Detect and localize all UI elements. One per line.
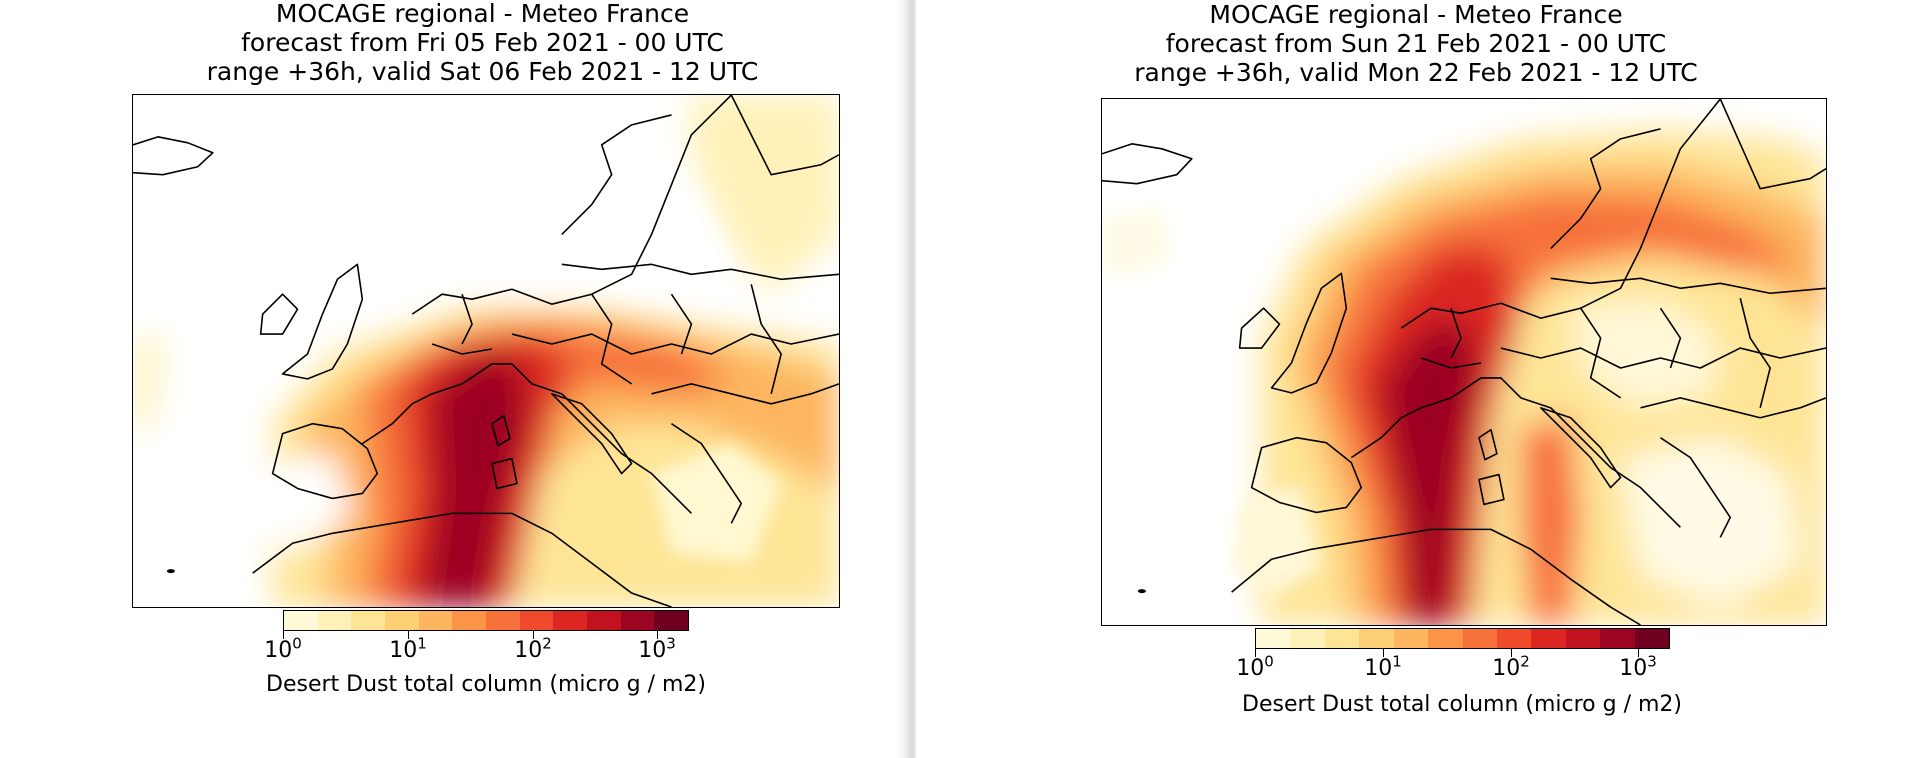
colorbar-ticks-left xyxy=(283,631,689,641)
colorbar-tick-label: 102 xyxy=(1492,652,1530,681)
colorbar-bin xyxy=(486,611,520,630)
colorbar-tick xyxy=(533,631,534,639)
colorbar-bin xyxy=(1393,629,1429,648)
title-line-forecast-date: forecast from Fri 05 Feb 2021 - 00 UTC xyxy=(241,28,724,57)
title-line-valid-time: range +36h, valid Sat 06 Feb 2021 - 12 U… xyxy=(206,57,759,86)
colorbar-tick xyxy=(1638,649,1639,657)
colorbar-label-left: Desert Dust total column (micro g / m2) xyxy=(266,672,706,697)
title-line-valid-time: range +36h, valid Mon 22 Feb 2021 - 12 U… xyxy=(1134,58,1698,87)
colorbar-bin xyxy=(1290,629,1325,648)
colorbar-bin xyxy=(317,611,352,630)
colorbar-bin xyxy=(620,611,655,630)
colorbar-tick xyxy=(1383,649,1384,657)
colorbar-right xyxy=(1255,628,1670,649)
colorbar-tick xyxy=(283,631,284,639)
coastlines-right xyxy=(1102,99,1826,625)
colorbar-tick-label: 100 xyxy=(264,634,302,663)
colorbar-label-right: Desert Dust total column (micro g / m2) xyxy=(1242,692,1682,717)
colorbar-bin xyxy=(1256,629,1291,648)
dust-map-left xyxy=(132,94,840,608)
colorbar-bin xyxy=(1359,629,1394,648)
panel-left-title: MOCAGE regional - Meteo France forecast … xyxy=(0,0,965,86)
forecast-panel-left: MOCAGE regional - Meteo France forecast … xyxy=(0,0,896,758)
colorbar-left xyxy=(283,610,689,631)
title-line-model: MOCAGE regional - Meteo France xyxy=(1209,0,1623,29)
colorbar-tick-label: 103 xyxy=(1619,652,1657,681)
dust-map-left-svg xyxy=(133,95,839,607)
colorbar-tick-label: 101 xyxy=(389,634,427,663)
title-line-forecast-date: forecast from Sun 21 Feb 2021 - 00 UTC xyxy=(1165,29,1667,58)
panel-right-title: MOCAGE regional - Meteo France forecast … xyxy=(916,0,1916,87)
colorbar-tick-label: 101 xyxy=(1364,652,1402,681)
colorbar-bin xyxy=(351,611,386,630)
colorbar-bin xyxy=(452,611,487,630)
colorbar-tick-label: 102 xyxy=(514,634,552,663)
colorbar-bin xyxy=(385,611,419,630)
colorbar-bin xyxy=(553,611,588,630)
colorbar-bin xyxy=(654,611,689,630)
coastlines-left xyxy=(133,95,839,607)
colorbar-bin xyxy=(1496,629,1532,648)
colorbar-bin xyxy=(1428,629,1463,648)
dust-plume-right xyxy=(1261,128,1826,625)
colorbar-bin xyxy=(1462,629,1497,648)
colorbar-bin xyxy=(519,611,554,630)
colorbar-bin xyxy=(1600,629,1635,648)
colorbar-tick-label: 103 xyxy=(638,634,676,663)
colorbar-bin xyxy=(1324,629,1360,648)
colorbar-tick-label: 100 xyxy=(1236,652,1274,681)
colorbar-tick xyxy=(408,631,409,639)
dust-map-right-svg xyxy=(1102,99,1826,625)
colorbar-tick xyxy=(1255,649,1256,657)
colorbar-bin xyxy=(1634,629,1670,648)
forecast-panel-right: MOCAGE regional - Meteo France forecast … xyxy=(916,0,1920,758)
colorbar-tick xyxy=(657,631,658,639)
colorbar-bin xyxy=(1565,629,1601,648)
colorbar-ticks-right xyxy=(1255,649,1670,659)
page-divider xyxy=(896,0,916,758)
title-line-model: MOCAGE regional - Meteo France xyxy=(275,0,690,28)
colorbar-bin xyxy=(284,611,318,630)
colorbar-bin xyxy=(587,611,621,630)
dust-map-right xyxy=(1101,98,1827,626)
colorbar-bin xyxy=(418,611,453,630)
colorbar-tick xyxy=(1511,649,1512,657)
colorbar-bin xyxy=(1531,629,1566,648)
